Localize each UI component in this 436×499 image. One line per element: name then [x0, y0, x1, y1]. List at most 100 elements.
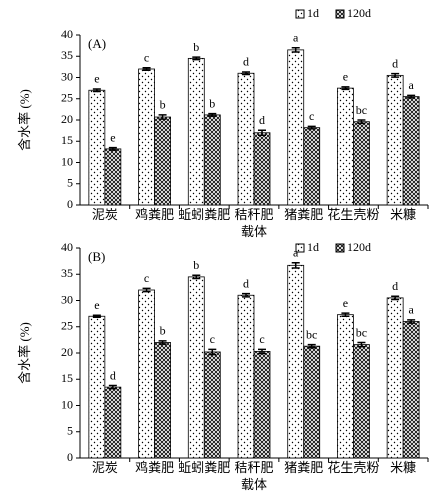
x-tick-label: 猪粪肥 [284, 460, 323, 475]
significance-letter: d [243, 55, 249, 69]
y-tick-label: 15 [61, 371, 73, 385]
significance-letter: e [94, 298, 99, 312]
x-tick-label: 秸秆肥 [234, 207, 273, 222]
error-bar [341, 312, 350, 317]
error-bar [142, 287, 151, 293]
bar [237, 294, 255, 459]
bar [187, 57, 205, 206]
significance-letter: d [110, 368, 116, 382]
error-bar [142, 66, 151, 72]
error-bar [357, 119, 366, 125]
bar [287, 49, 305, 206]
x-tick-label: 鸡粪肥 [135, 460, 174, 475]
significance-letter: e [94, 72, 99, 86]
significance-letter: b [193, 258, 199, 272]
y-tick-label: 30 [61, 292, 73, 306]
significance-letter: bc [306, 327, 317, 341]
bar [337, 314, 354, 459]
significance-letter: b [193, 40, 199, 54]
bar [303, 345, 321, 459]
error-bar [407, 319, 416, 324]
significance-letter: e [343, 296, 348, 310]
error-bar [108, 146, 117, 151]
bar [187, 276, 205, 459]
error-bar [192, 274, 201, 280]
significance-letter: b [209, 96, 215, 110]
y-tick-label: 10 [61, 397, 73, 411]
bar [386, 297, 404, 459]
significance-letter: b [160, 324, 166, 338]
significance-letter: e [110, 130, 115, 144]
significance-letter: bc [356, 103, 367, 117]
legend-swatch [295, 243, 305, 253]
error-bar [307, 125, 316, 130]
error-bar [158, 114, 167, 120]
x-tick-label: 泥炭 [92, 460, 118, 475]
error-bar [291, 261, 300, 269]
significance-letter: d [392, 56, 398, 70]
y-tick-label: 5 [67, 424, 73, 438]
legend-swatch [295, 9, 305, 19]
significance-letter: c [259, 332, 264, 346]
significance-letter: e [343, 70, 348, 84]
x-tick-label: 蚯蚓粪肥 [178, 460, 230, 475]
error-bar [208, 348, 217, 356]
bar [386, 74, 404, 206]
bar [303, 127, 321, 206]
error-bar [357, 341, 366, 348]
y-tick-label: 25 [61, 91, 73, 105]
y-tick-label: 35 [61, 266, 73, 280]
y-tick-label: 0 [67, 450, 73, 464]
panel-label: (B) [88, 249, 105, 264]
y-axis-label: 含水率 (%) [17, 89, 32, 151]
error-bar [258, 348, 266, 355]
x-tick-label: 鸡粪肥 [135, 207, 174, 222]
y-tick-label: 30 [61, 69, 73, 83]
y-tick-label: 20 [61, 112, 73, 126]
y-tick-label: 25 [61, 319, 73, 333]
bar [138, 68, 155, 206]
bar [104, 148, 122, 206]
legend-label: 1d [307, 240, 319, 254]
significance-letter: a [408, 303, 414, 317]
significance-letter: d [259, 113, 265, 127]
error-bar [391, 72, 400, 78]
error-bar [407, 94, 416, 99]
x-tick-label: 秸秆肥 [234, 460, 273, 475]
significance-letter: c [144, 271, 149, 285]
bar [287, 264, 305, 459]
bar [88, 315, 106, 459]
significance-letter: b [160, 98, 166, 112]
error-bar [341, 86, 350, 91]
y-tick-label: 10 [61, 154, 73, 168]
bar [353, 121, 370, 206]
significance-letter: c [144, 50, 149, 64]
bar [203, 114, 221, 206]
bar [253, 351, 271, 459]
y-tick-label: 40 [61, 240, 73, 254]
significance-letter: bc [356, 325, 367, 339]
legend-label: 120d [347, 6, 371, 20]
x-tick-label: 猪粪肥 [284, 207, 323, 222]
error-bar [242, 71, 250, 76]
panel-label: (A) [88, 36, 106, 51]
bar [253, 132, 271, 206]
legend-swatch [335, 9, 345, 19]
bar [154, 342, 171, 459]
y-tick-label: 35 [61, 48, 73, 62]
significance-letter: a [408, 78, 414, 92]
significance-letter: c [210, 332, 215, 346]
error-bar [208, 112, 217, 117]
y-axis-label: 含水率 (%) [17, 322, 32, 384]
legend-label: 120d [347, 240, 371, 254]
bar [104, 386, 122, 459]
x-tick-label: 米糠 [390, 460, 416, 475]
significance-letter: d [243, 276, 249, 290]
error-bar [242, 292, 250, 298]
error-bar [307, 343, 316, 349]
bar [237, 72, 255, 206]
y-tick-label: 40 [61, 27, 73, 41]
bar [353, 344, 370, 459]
x-tick-label: 米糠 [390, 207, 416, 222]
